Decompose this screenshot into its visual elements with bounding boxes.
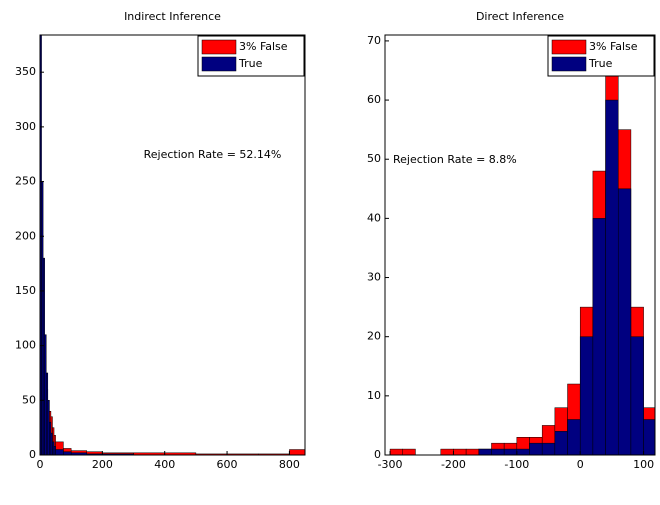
histogram-bar <box>567 419 581 455</box>
legend-swatch <box>201 56 237 72</box>
histogram-bar <box>491 448 505 455</box>
axes-frame <box>39 34 306 456</box>
plot-area <box>389 40 655 455</box>
legend-label: 3% False <box>239 40 288 53</box>
y-tick-label: 350 <box>15 65 36 78</box>
histogram-bar <box>617 188 632 455</box>
legend-label: 3% False <box>589 40 638 53</box>
x-tick-label: -100 <box>504 458 529 471</box>
legend-swatch <box>201 39 237 55</box>
y-tick-label: 20 <box>367 330 381 343</box>
legend: 3% False True <box>197 35 305 77</box>
y-tick-label: 200 <box>15 229 36 242</box>
x-tick-label: 0 <box>37 458 44 471</box>
histogram-bar <box>630 336 644 455</box>
histogram-bar <box>389 448 403 455</box>
y-tick-label: 0 <box>29 448 36 461</box>
histogram-bar <box>478 448 492 455</box>
histogram-bar <box>516 448 530 455</box>
y-tick-label: 250 <box>15 175 36 188</box>
legend-label: True <box>238 57 263 70</box>
legend-label: True <box>588 57 613 70</box>
histogram-bar <box>440 448 454 455</box>
histogram-bar <box>643 419 655 455</box>
histogram-bar <box>289 449 305 455</box>
axes-background <box>40 35 305 455</box>
x-tick-label: 0 <box>577 458 584 471</box>
y-tick-label: 50 <box>22 393 36 406</box>
histogram-bar <box>541 442 556 455</box>
legend: 3% False True <box>547 35 655 77</box>
x-tick-label: -300 <box>378 458 403 471</box>
x-tick-label: 200 <box>92 458 113 471</box>
y-tick-label: 10 <box>367 389 381 402</box>
y-tick-label: 150 <box>15 284 36 297</box>
histogram-bar <box>465 448 480 455</box>
histogram-bar <box>453 448 467 455</box>
y-tick-label: 70 <box>367 34 381 47</box>
histogram-bar <box>605 99 619 455</box>
histogram-bar <box>529 442 543 455</box>
annotation: Rejection Rate = 52.14% <box>144 148 282 161</box>
chart-title: Direct Inference <box>476 10 564 23</box>
y-tick-label: 40 <box>367 211 381 224</box>
histogram-bar <box>554 431 568 455</box>
legend-swatch <box>551 56 587 72</box>
annotation: Rejection Rate = 8.8% <box>393 153 517 166</box>
legend-swatch <box>551 39 587 55</box>
histogram-bar <box>592 218 606 455</box>
plot-area <box>40 35 305 455</box>
x-tick-label: 800 <box>279 458 300 471</box>
y-tick-label: 100 <box>15 339 36 352</box>
chart-title: Indirect Inference <box>124 10 221 23</box>
y-tick-label: 0 <box>374 448 381 461</box>
y-tick-label: 300 <box>15 120 36 133</box>
x-tick-label: 100 <box>633 458 654 471</box>
y-tick-label: 50 <box>367 152 381 165</box>
axes-frame <box>384 34 656 456</box>
histogram-bar <box>55 449 64 455</box>
histogram-bar <box>503 448 518 455</box>
y-tick-label: 60 <box>367 93 381 106</box>
x-tick-label: 400 <box>154 458 175 471</box>
histogram-bar <box>579 336 594 455</box>
x-tick-label: 600 <box>217 458 238 471</box>
x-tick-label: -200 <box>441 458 466 471</box>
histogram-bar <box>402 448 416 455</box>
y-tick-label: 30 <box>367 271 381 284</box>
